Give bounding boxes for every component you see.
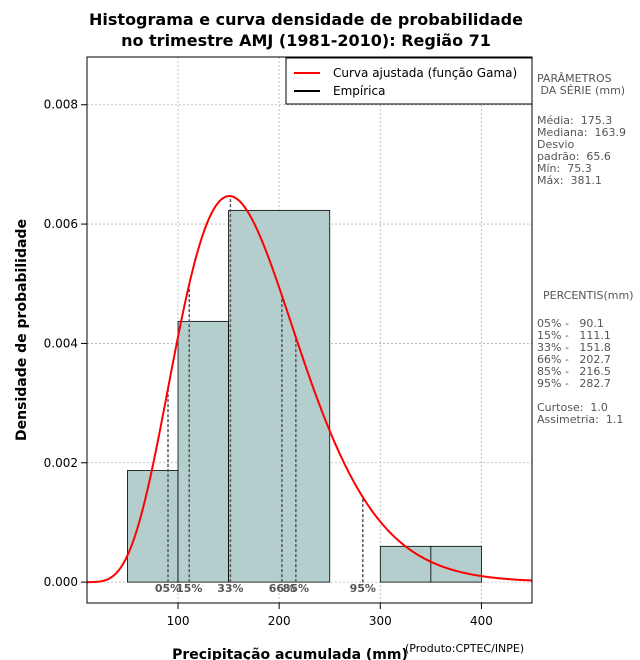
percentis-values: 05% - 90.1 15% - 111.1 33% - 151.8 66% -… [537,317,624,426]
percentile-marker-label: 66% [269,582,295,595]
histogram-bar [379,545,432,583]
percentis-title: PERCENTIS(mm) [543,289,634,302]
x-axis-label: Precipitação acumulada (mm) [172,647,408,660]
histogram-bar [430,545,482,583]
percentile-marker-label: 85% [283,582,309,595]
legend-label-empirical: Empírica [333,84,385,98]
percentile-marker-label: 95% [350,582,376,595]
histogram-bar [228,209,331,583]
chart-title-line-1: Histograma e curva densidade de probabil… [89,10,523,29]
axes-layer: 100 200 300 400 0.000 0.002 0.004 0.006 0.008 [44,98,493,628]
legend-box [285,57,533,105]
histogram-bar [127,470,179,583]
percentile-marker-label: 15% [176,582,202,595]
legend-label-fit: Curva ajustada (função Gama) [333,66,517,80]
percentile-marker-label: 33% [217,582,243,595]
legend: Curva ajustada (função Gama) Empírica [285,57,533,105]
percentile-marker-labels: 05%15% 33% 66%85% 95% [155,582,376,595]
bars-layer [127,209,482,583]
x-tick-label: 200 [268,614,291,628]
x-tick-label: 400 [470,614,493,628]
y-tick-label: 0.002 [44,456,78,470]
percentile-marker-label: 05% [155,582,181,595]
plot-frame [86,56,533,604]
percentile-markers [167,196,364,583]
chart-title-line-2: no trimestre AMJ (1981-2010): Região 71 [121,31,491,50]
gamma-fit-curve [86,195,533,584]
y-tick-label: 0.004 [44,336,78,350]
params-title: PARÂMETROS DA SÉRIE (mm) [537,72,626,97]
x-tick-label: 300 [369,614,392,628]
y-axis-label: Densidade de probabilidade [14,219,30,441]
y-tick-label: 0.008 [44,98,78,112]
credit-text: (Produto:CPTEC/INPE) [405,642,524,655]
y-tick-label: 0.000 [44,575,78,589]
params-values: Média: 175.3 Mediana: 163.9 Desvio padrã… [537,114,626,187]
histogram-bar [177,320,229,583]
x-tick-label: 100 [167,614,190,628]
y-tick-label: 0.006 [44,217,78,231]
